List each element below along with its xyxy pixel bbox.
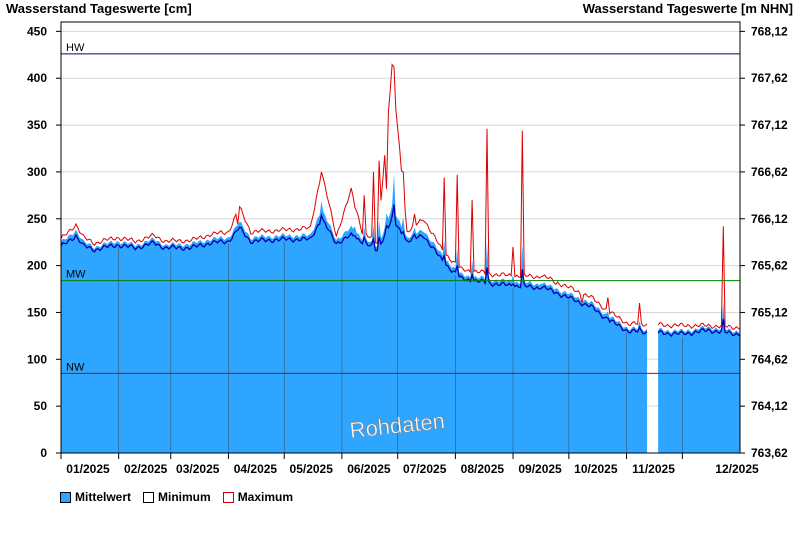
left-tick-label: 450 xyxy=(27,24,47,38)
left-tick-label: 200 xyxy=(27,259,47,273)
x-tick-label: 05/2025 xyxy=(290,462,334,476)
right-tick-label: 764,12 xyxy=(751,399,788,413)
left-axis-title: Wasserstand Tageswerte [cm] xyxy=(6,1,192,16)
right-tick-label: 764,62 xyxy=(751,352,788,366)
x-tick-label: 01/2025 xyxy=(66,462,110,476)
legend: Mittelwert Minimum Maximum xyxy=(60,490,305,504)
x-tick-label: 09/2025 xyxy=(518,462,562,476)
right-tick-label: 765,12 xyxy=(751,305,788,319)
left-tick-label: 150 xyxy=(27,305,47,319)
right-tick-label: 763,62 xyxy=(751,446,788,460)
right-axis-title: Wasserstand Tageswerte [m NHN] xyxy=(582,1,793,16)
maximum-line xyxy=(657,226,741,330)
ref-label-hw: HW xyxy=(66,42,85,54)
ref-label-mw: MW xyxy=(66,269,86,281)
x-tick-label: 08/2025 xyxy=(461,462,505,476)
left-tick-label: 300 xyxy=(27,165,47,179)
left-tick-label: 250 xyxy=(27,212,47,226)
x-tick-label: 07/2025 xyxy=(403,462,447,476)
right-tick-label: 767,62 xyxy=(751,71,788,85)
left-tick-label: 100 xyxy=(27,352,47,366)
x-tick-label: 06/2025 xyxy=(347,462,391,476)
legend-swatch-mean xyxy=(60,491,71,503)
x-tick-label: 10/2025 xyxy=(574,462,618,476)
legend-label-min: Minimum xyxy=(158,490,211,504)
x-tick-label: 03/2025 xyxy=(176,462,220,476)
right-tick-label: 765,62 xyxy=(751,259,788,273)
x-tick-label: 12/2025 xyxy=(715,462,759,476)
mean-area xyxy=(658,301,740,453)
legend-item-max[interactable]: Maximum xyxy=(222,490,294,504)
left-tick-label: 350 xyxy=(27,118,47,132)
ref-label-nw: NW xyxy=(66,361,85,373)
maximum-line xyxy=(60,63,648,327)
right-tick-label: 766,12 xyxy=(751,212,788,226)
mean-area xyxy=(61,173,647,454)
minimum-line xyxy=(657,319,741,338)
right-tick-label: 766,62 xyxy=(751,165,788,179)
x-tick-label: 04/2025 xyxy=(234,462,278,476)
right-tick-label: 768,12 xyxy=(751,24,788,38)
x-tick-label: 02/2025 xyxy=(124,462,168,476)
legend-item-min[interactable]: Minimum xyxy=(143,490,211,504)
left-tick-label: 400 xyxy=(27,71,47,85)
right-tick-label: 767,12 xyxy=(751,118,788,132)
x-tick-label: 11/2025 xyxy=(632,462,675,476)
legend-label-max: Maximum xyxy=(237,490,294,504)
left-tick-label: 0 xyxy=(40,446,47,460)
legend-swatch-min xyxy=(143,491,155,503)
legend-label-mean: Mittelwert xyxy=(75,490,132,504)
legend-swatch-max xyxy=(222,491,234,503)
legend-item-mean[interactable]: Mittelwert xyxy=(60,490,131,504)
left-tick-label: 50 xyxy=(34,399,48,413)
minimum-line xyxy=(60,204,648,335)
plot-frame xyxy=(60,21,741,454)
